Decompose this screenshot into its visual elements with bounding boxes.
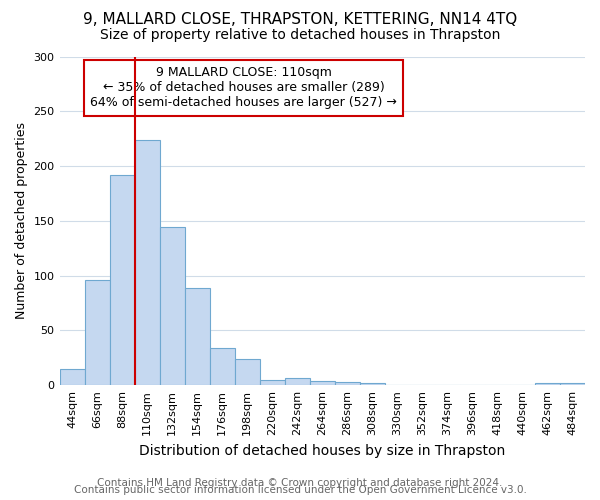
Text: 9, MALLARD CLOSE, THRAPSTON, KETTERING, NN14 4TQ: 9, MALLARD CLOSE, THRAPSTON, KETTERING, …	[83, 12, 517, 28]
Text: 9 MALLARD CLOSE: 110sqm
← 35% of detached houses are smaller (289)
64% of semi-d: 9 MALLARD CLOSE: 110sqm ← 35% of detache…	[90, 66, 397, 110]
Bar	[260, 380, 285, 385]
X-axis label: Distribution of detached houses by size in Thrapston: Distribution of detached houses by size …	[139, 444, 505, 458]
Bar	[209, 348, 235, 385]
Bar	[134, 140, 160, 385]
Bar	[535, 383, 560, 385]
Bar	[185, 288, 209, 385]
Bar	[59, 368, 85, 385]
Bar	[160, 228, 185, 385]
Bar	[360, 383, 385, 385]
Bar	[560, 383, 585, 385]
Text: Contains HM Land Registry data © Crown copyright and database right 2024.: Contains HM Land Registry data © Crown c…	[97, 478, 503, 488]
Bar	[110, 175, 134, 385]
Bar	[235, 359, 260, 385]
Text: Size of property relative to detached houses in Thrapston: Size of property relative to detached ho…	[100, 28, 500, 42]
Bar	[335, 382, 360, 385]
Bar	[85, 280, 110, 385]
Y-axis label: Number of detached properties: Number of detached properties	[15, 122, 28, 320]
Bar	[285, 378, 310, 385]
Text: Contains public sector information licensed under the Open Government Licence v3: Contains public sector information licen…	[74, 485, 526, 495]
Bar	[310, 381, 335, 385]
